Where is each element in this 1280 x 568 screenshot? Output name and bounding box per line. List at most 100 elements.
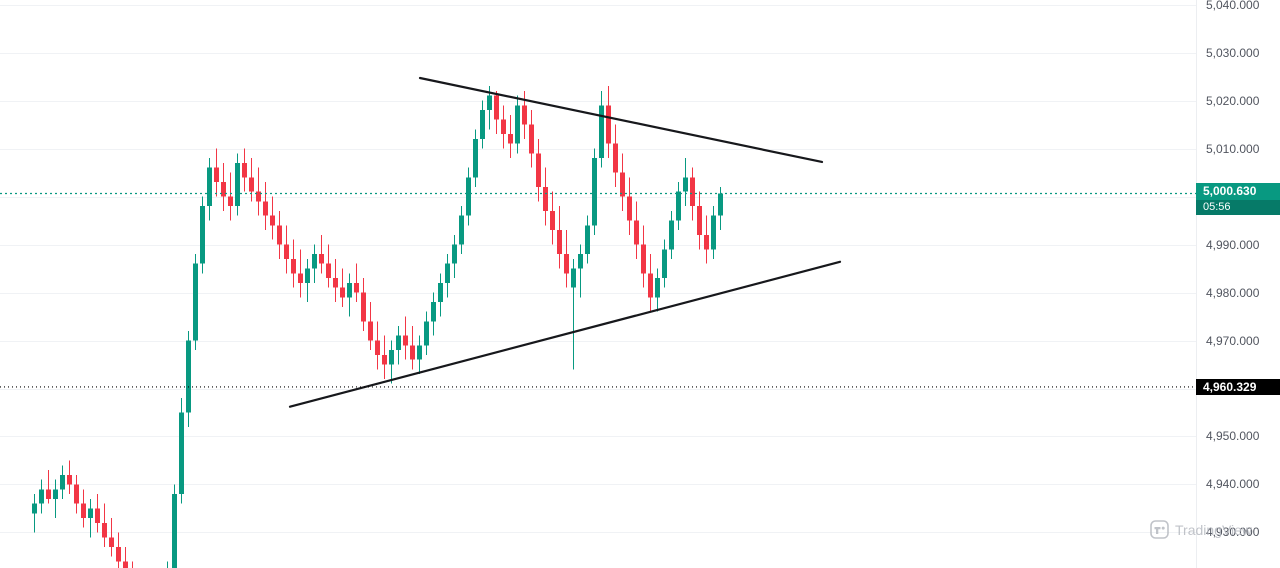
up-candle-body: [312, 254, 317, 269]
down-candle-body: [704, 234, 709, 250]
up-candle-body: [200, 206, 205, 264]
price-tick-label: 4,950.000: [1206, 429, 1260, 444]
current-price-badge: 5,000.630 05:56: [1196, 182, 1280, 215]
price-tick-label: 4,940.000: [1206, 477, 1260, 492]
trendlines-layer: [288, 76, 842, 408]
up-candle-body: [676, 191, 681, 221]
up-candle-body: [445, 263, 450, 283]
down-candle-body: [354, 282, 359, 293]
up-candle-body: [683, 177, 688, 192]
price-tick-label: 4,930.000: [1206, 525, 1260, 540]
up-candle-body: [305, 268, 310, 283]
down-candle-body: [326, 263, 331, 279]
price-lines-layer: [0, 192, 1196, 388]
down-candle-body: [74, 484, 79, 504]
up-candle-body: [172, 494, 177, 568]
down-candle-body: [242, 162, 247, 178]
down-candle-body: [529, 124, 534, 154]
down-candle-body: [116, 546, 121, 562]
down-candle-body: [410, 345, 415, 360]
up-candle-body: [599, 105, 604, 159]
price-tick-label: 5,030.000: [1206, 45, 1260, 60]
down-candle-body: [256, 191, 261, 202]
bar-countdown-label: 05:56: [1196, 199, 1280, 215]
price-tick-label: 4,990.000: [1206, 237, 1260, 252]
down-candle-body: [648, 273, 653, 298]
down-candle-body: [690, 177, 695, 207]
down-candle-body: [403, 335, 408, 346]
down-candle-body: [249, 177, 254, 192]
tradingview-watermark[interactable]: TradingView: [1150, 520, 1252, 539]
down-candle-body: [109, 537, 114, 547]
price-axis[interactable]: 5,040.000 5,030.000 5,020.000 5,010.000 5,00…: [1196, 0, 1280, 568]
lower-trendline[interactable]: [288, 260, 842, 408]
up-candle-body: [662, 249, 667, 279]
up-candle-body: [578, 254, 583, 269]
up-candle-body: [396, 335, 401, 351]
up-candle-body: [655, 278, 660, 298]
up-candle-body: [515, 105, 520, 144]
down-candle-body: [102, 522, 107, 538]
up-candle-body: [39, 489, 44, 504]
down-candle-body: [641, 244, 646, 274]
down-candle-body: [298, 273, 303, 283]
down-candle-body: [368, 321, 373, 341]
down-candle-body: [606, 105, 611, 144]
up-candle-body: [347, 282, 352, 298]
tradingview-watermark-label: TradingView: [1175, 521, 1253, 538]
up-candle-body: [452, 244, 457, 264]
down-candle-body: [627, 196, 632, 221]
up-candle-body: [53, 489, 58, 499]
down-candle-body: [536, 153, 541, 187]
up-candle-body: [424, 321, 429, 346]
down-candle-body: [81, 503, 86, 519]
tradingview-logo-icon: [1150, 520, 1169, 539]
down-candle-body: [95, 508, 100, 523]
down-candle-body: [46, 489, 51, 499]
upper-trendline[interactable]: [418, 76, 824, 164]
down-candle-body: [228, 196, 233, 207]
down-candle-body: [291, 258, 296, 274]
gridlines-layer: [0, 5, 1196, 533]
down-candle-body: [620, 172, 625, 197]
price-tick-label: 4,970.000: [1206, 333, 1260, 348]
down-candle-body: [508, 134, 513, 144]
down-candle-body: [221, 182, 226, 197]
down-candle-body: [123, 561, 128, 568]
chart-canvas[interactable]: [0, 0, 1196, 568]
up-candle-body: [585, 225, 590, 255]
down-candle-body: [494, 95, 499, 120]
down-candle-body: [634, 220, 639, 245]
down-candle-body: [67, 474, 72, 485]
up-candle-body: [186, 340, 191, 413]
up-candle-body: [669, 220, 674, 250]
up-candle-body: [438, 282, 443, 303]
up-candle-body: [32, 503, 37, 514]
down-candle-body: [375, 340, 380, 355]
down-candle-body: [550, 210, 555, 231]
down-candle-body: [333, 278, 338, 288]
down-candle-body: [557, 230, 562, 255]
up-candle-body: [207, 167, 212, 207]
price-tick-label: 5,010.000: [1206, 141, 1260, 156]
down-candle-body: [277, 225, 282, 245]
current-price-label: 5,000.630: [1196, 182, 1280, 200]
down-candle-body: [543, 186, 548, 211]
down-candle-body: [501, 119, 506, 135]
up-candle-body: [711, 215, 716, 250]
up-candle-body: [718, 193, 723, 216]
down-candle-body: [340, 287, 345, 298]
candles-layer: [32, 86, 723, 568]
down-candle-body: [361, 292, 366, 322]
up-candle-body: [389, 350, 394, 365]
price-tick-label: 4,980.000: [1206, 285, 1260, 300]
down-candle-body: [214, 167, 219, 183]
up-candle-body: [466, 177, 471, 216]
price-tick-label: 5,040.000: [1206, 0, 1260, 12]
up-candle-body: [88, 508, 93, 519]
marked-price-badge: 4,960.329: [1196, 378, 1280, 395]
down-candle-body: [613, 143, 618, 173]
up-candle-body: [473, 138, 478, 178]
up-candle-body: [592, 158, 597, 226]
